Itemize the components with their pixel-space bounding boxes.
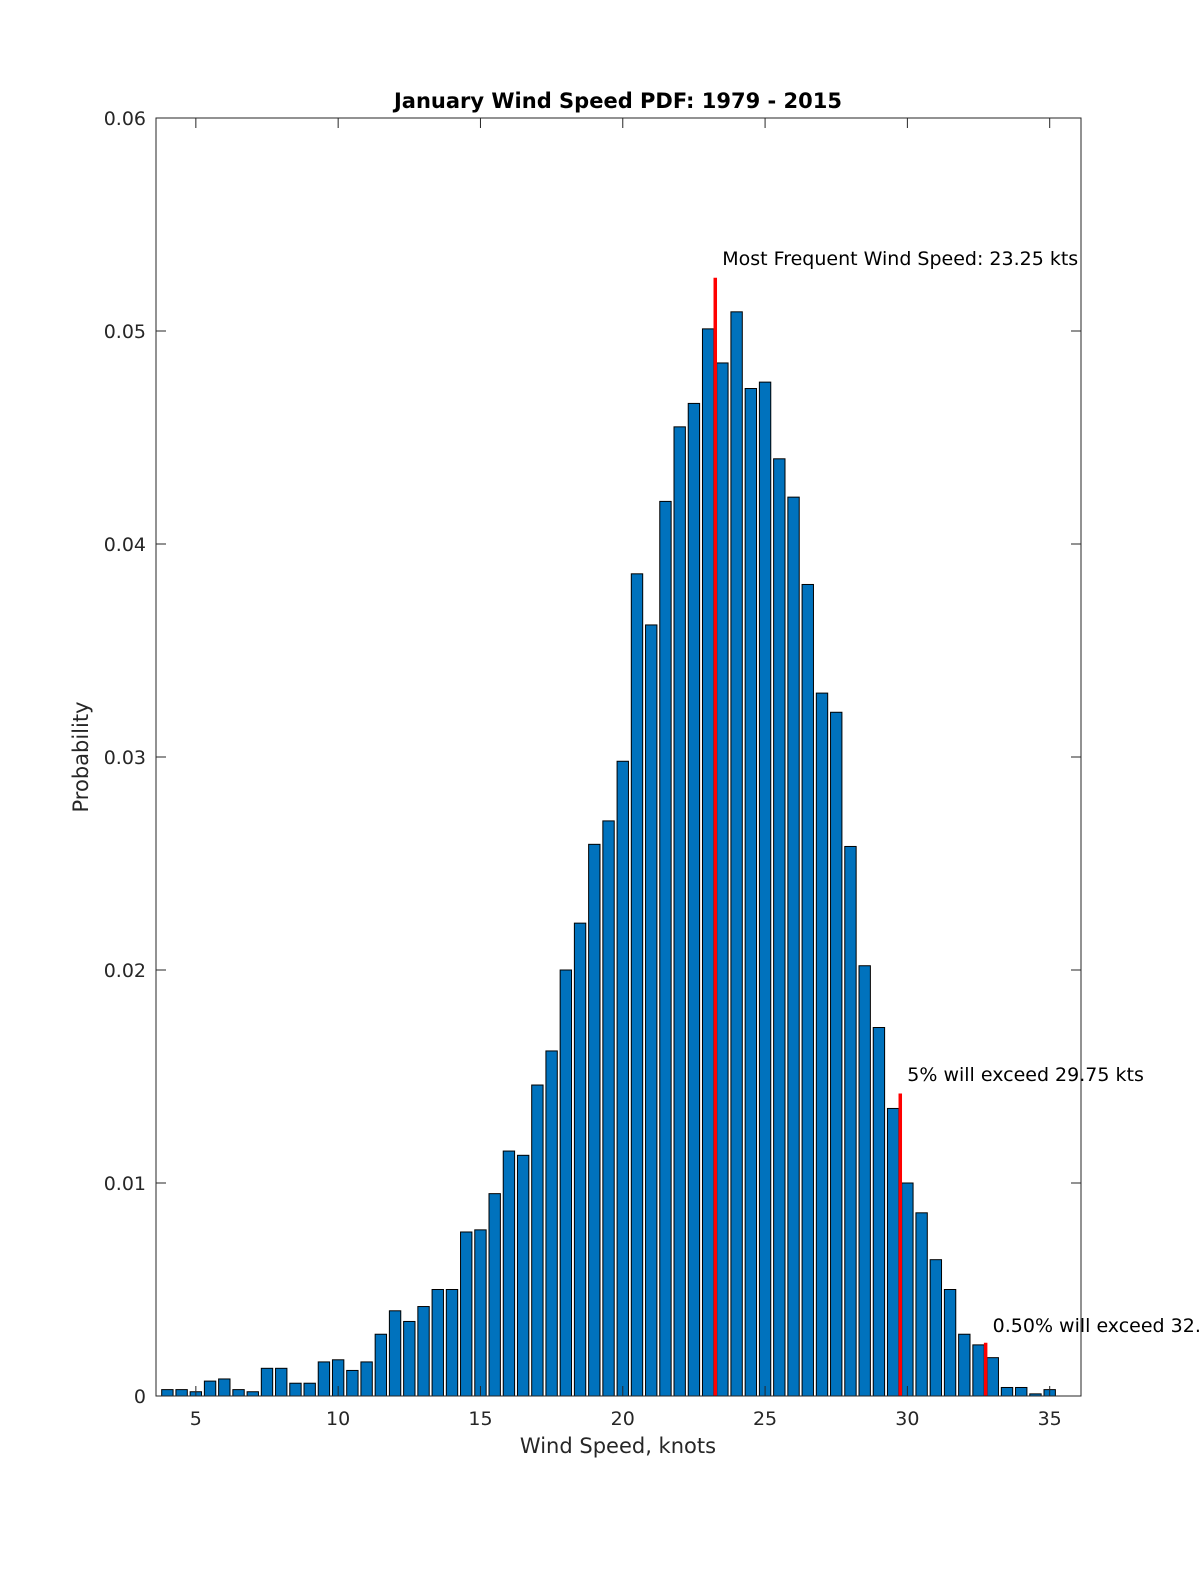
bar	[289, 1382, 302, 1397]
bar	[773, 458, 786, 1397]
bar	[260, 1367, 274, 1397]
bar	[787, 496, 800, 1397]
bar	[972, 1344, 985, 1397]
bar	[417, 1306, 430, 1397]
bar	[431, 1289, 444, 1397]
bar	[303, 1382, 316, 1397]
y-tick-label: 0.05	[104, 321, 146, 343]
y-tick-label: 0.02	[104, 960, 146, 982]
bar	[573, 922, 587, 1397]
y-axis: 0 0.01 0.02 0.03 0.04 0.05 0.06	[104, 108, 1081, 1408]
x-tick-label: 15	[468, 1408, 492, 1430]
bar	[758, 381, 772, 1397]
bar	[858, 965, 871, 1397]
x-tick-label: 5	[190, 1408, 202, 1430]
bar	[275, 1367, 288, 1397]
bar	[203, 1380, 217, 1397]
marker-annotation: Most Frequent Wind Speed: 23.25 kts	[722, 248, 1078, 270]
bar	[687, 402, 701, 1397]
bar	[403, 1320, 416, 1397]
x-axis-label: Wind Speed, knots	[520, 1434, 716, 1458]
bar	[460, 1231, 473, 1397]
y-tick-label: 0.04	[104, 534, 146, 556]
y-tick-label: 0.01	[104, 1173, 146, 1195]
bar	[360, 1361, 373, 1397]
bar	[830, 711, 843, 1397]
bar	[175, 1389, 188, 1397]
y-axis-label: Probability	[69, 701, 93, 812]
bar	[246, 1391, 259, 1397]
bar	[545, 1050, 558, 1397]
bar	[218, 1378, 231, 1397]
x-axis: 5 10 15 20 25 30 35	[190, 118, 1062, 1430]
annotations: Most Frequent Wind Speed: 23.25 kts 5% wi…	[722, 248, 1200, 1337]
bar	[488, 1193, 501, 1397]
y-tick-label: 0.06	[104, 108, 146, 130]
bar	[317, 1361, 331, 1397]
bar	[474, 1229, 487, 1397]
bar	[886, 1107, 900, 1397]
bar	[872, 1027, 886, 1397]
y-tick-label: 0.03	[104, 747, 146, 769]
x-tick-label: 35	[1038, 1408, 1062, 1430]
bar	[701, 328, 715, 1397]
bar	[673, 426, 686, 1397]
bar	[844, 845, 857, 1397]
bar	[986, 1357, 999, 1397]
bar	[1015, 1386, 1028, 1397]
x-tick-label: 25	[753, 1408, 777, 1430]
bar	[346, 1369, 359, 1397]
bar	[645, 624, 658, 1397]
bar	[915, 1212, 928, 1397]
bar	[659, 500, 672, 1397]
bar	[232, 1389, 245, 1397]
x-tick-label: 20	[611, 1408, 635, 1430]
bar	[815, 692, 829, 1397]
markers-group	[713, 277, 988, 1396]
bar	[161, 1389, 174, 1397]
bar	[502, 1150, 516, 1397]
y-tick-label: 0	[134, 1386, 146, 1408]
bar	[901, 1182, 914, 1397]
marker-annotation: 0.50% will exceed 32.75 kts	[993, 1315, 1200, 1337]
bar	[730, 311, 743, 1397]
bar	[943, 1289, 957, 1397]
bar	[588, 843, 601, 1397]
x-tick-label: 10	[326, 1408, 350, 1430]
bar	[958, 1333, 971, 1397]
chart-title: January Wind Speed PDF: 1979 - 2015	[392, 89, 842, 113]
bar	[602, 820, 615, 1397]
marker-annotation: 5% will exceed 29.75 kts	[907, 1064, 1144, 1086]
bar	[516, 1154, 530, 1397]
bar	[801, 583, 814, 1397]
bar	[744, 388, 758, 1397]
bar	[559, 969, 573, 1397]
bar	[531, 1084, 544, 1397]
bar	[445, 1289, 459, 1397]
bar	[374, 1333, 388, 1397]
bar	[1000, 1386, 1014, 1397]
bar	[929, 1259, 943, 1397]
bar	[630, 573, 644, 1397]
bar	[616, 760, 629, 1397]
bar	[716, 362, 729, 1397]
x-tick-label: 30	[895, 1408, 919, 1430]
bar	[388, 1310, 402, 1397]
